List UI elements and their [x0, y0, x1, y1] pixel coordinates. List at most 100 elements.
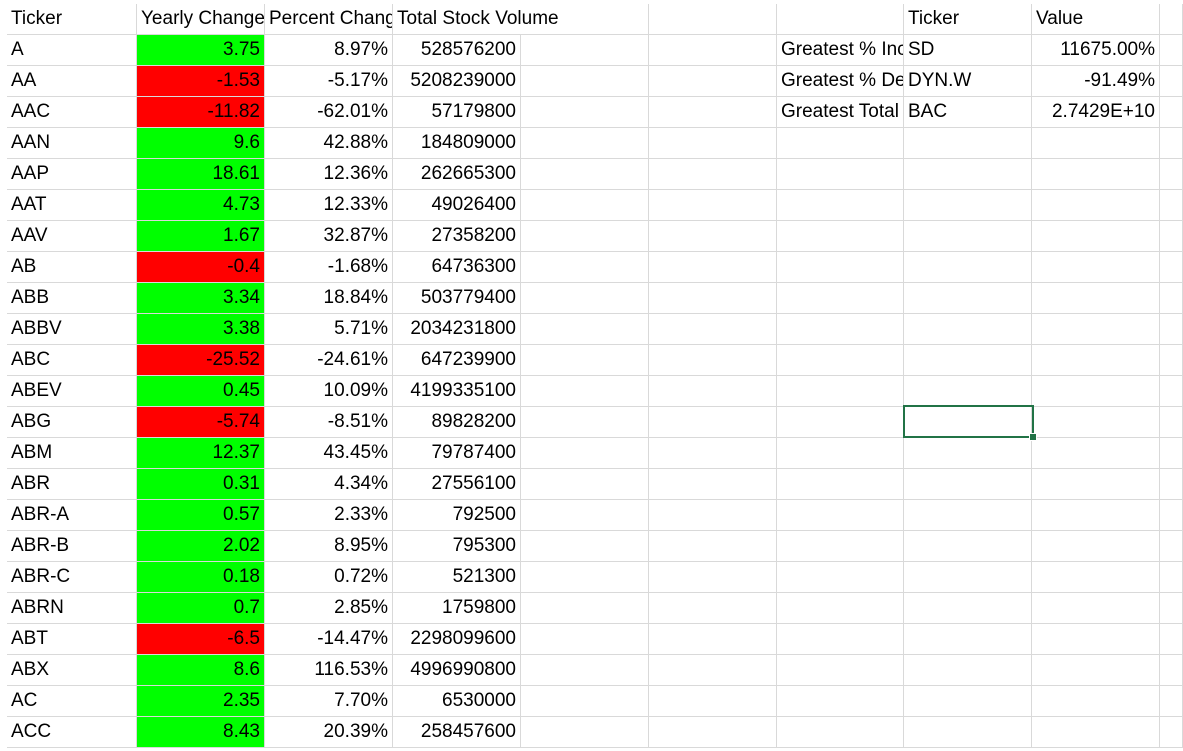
empty-cell[interactable] — [1160, 407, 1183, 438]
empty-cell[interactable] — [777, 252, 904, 283]
cell-percent-change[interactable]: -62.01% — [265, 97, 393, 128]
empty-cell[interactable] — [1032, 252, 1160, 283]
cell-yearly-change[interactable]: 3.75 — [137, 35, 265, 66]
empty-cell[interactable] — [904, 376, 1032, 407]
empty-cell[interactable] — [904, 190, 1032, 221]
empty-cell[interactable] — [649, 686, 777, 717]
cell-total-volume[interactable]: 5208239000 — [393, 66, 521, 97]
empty-cell[interactable] — [649, 531, 777, 562]
empty-cell[interactable] — [1032, 562, 1160, 593]
empty-cell[interactable] — [777, 190, 904, 221]
summary-ticker[interactable]: SD — [904, 35, 1032, 66]
cell-percent-change[interactable]: -1.68% — [265, 252, 393, 283]
cell-yearly-change[interactable]: 8.6 — [137, 655, 265, 686]
empty-cell[interactable] — [1032, 500, 1160, 531]
fill-handle[interactable] — [1029, 433, 1037, 441]
summary-value[interactable]: -91.49% — [1032, 66, 1160, 97]
empty-cell[interactable] — [1160, 531, 1183, 562]
empty-cell[interactable] — [1160, 252, 1183, 283]
empty-cell[interactable] — [1032, 593, 1160, 624]
empty-cell[interactable] — [1160, 128, 1183, 159]
cell-percent-change[interactable]: 18.84% — [265, 283, 393, 314]
empty-cell[interactable] — [777, 593, 904, 624]
empty-cell[interactable] — [521, 314, 649, 345]
cell-ticker[interactable]: ABM — [7, 438, 137, 469]
empty-cell[interactable] — [521, 159, 649, 190]
empty-cell[interactable] — [521, 655, 649, 686]
empty-cell[interactable] — [649, 624, 777, 655]
empty-cell[interactable] — [1160, 438, 1183, 469]
cell-ticker[interactable]: ABR-C — [7, 562, 137, 593]
cell-yearly-change[interactable]: 3.38 — [137, 314, 265, 345]
empty-cell[interactable] — [1032, 717, 1160, 748]
empty-cell[interactable] — [649, 562, 777, 593]
cell-ticker[interactable]: ACC — [7, 717, 137, 748]
empty-cell[interactable] — [521, 469, 649, 500]
empty-cell[interactable] — [1032, 624, 1160, 655]
cell-yearly-change[interactable]: -1.53 — [137, 66, 265, 97]
empty-cell[interactable] — [904, 283, 1032, 314]
empty-cell[interactable] — [521, 252, 649, 283]
empty-cell[interactable] — [1032, 159, 1160, 190]
empty-cell[interactable] — [521, 593, 649, 624]
empty-cell[interactable] — [904, 593, 1032, 624]
cell-percent-change[interactable]: 42.88% — [265, 128, 393, 159]
empty-cell[interactable] — [777, 624, 904, 655]
empty-cell[interactable] — [1160, 562, 1183, 593]
empty-cell[interactable] — [904, 562, 1032, 593]
empty-cell[interactable] — [649, 252, 777, 283]
empty-cell[interactable] — [1160, 190, 1183, 221]
empty-cell[interactable] — [904, 686, 1032, 717]
empty-cell[interactable] — [521, 190, 649, 221]
cell-percent-change[interactable]: 2.33% — [265, 500, 393, 531]
cell-total-volume[interactable]: 792500 — [393, 500, 521, 531]
empty-cell[interactable] — [777, 283, 904, 314]
empty-cell[interactable] — [777, 469, 904, 500]
cell-total-volume[interactable]: 27556100 — [393, 469, 521, 500]
empty-cell[interactable] — [1160, 469, 1183, 500]
cell-yearly-change[interactable]: 4.73 — [137, 190, 265, 221]
empty-cell[interactable] — [904, 252, 1032, 283]
empty-cell[interactable] — [1160, 35, 1183, 66]
empty-cell[interactable] — [649, 128, 777, 159]
cell-ticker[interactable]: ABX — [7, 655, 137, 686]
empty-cell[interactable] — [649, 345, 777, 376]
cell-percent-change[interactable]: 4.34% — [265, 469, 393, 500]
cell-total-volume[interactable]: 79787400 — [393, 438, 521, 469]
cell-yearly-change[interactable]: 9.6 — [137, 128, 265, 159]
empty-cell[interactable] — [904, 159, 1032, 190]
cell-percent-change[interactable]: 32.87% — [265, 221, 393, 252]
empty-cell[interactable] — [777, 407, 904, 438]
empty-cell[interactable] — [1032, 128, 1160, 159]
header-yearly-change[interactable]: Yearly Change — [137, 4, 265, 35]
cell-ticker[interactable]: ABEV — [7, 376, 137, 407]
empty-cell[interactable] — [649, 97, 777, 128]
empty-cell[interactable] — [1160, 655, 1183, 686]
cell-ticker[interactable]: ABBV — [7, 314, 137, 345]
empty-cell[interactable] — [649, 469, 777, 500]
cell-ticker[interactable]: AA — [7, 66, 137, 97]
empty-cell[interactable] — [777, 4, 904, 35]
cell-yearly-change[interactable]: 2.02 — [137, 531, 265, 562]
summary-value[interactable]: 2.7429E+10 — [1032, 97, 1160, 128]
empty-cell[interactable] — [1032, 190, 1160, 221]
cell-yearly-change[interactable]: -0.4 — [137, 252, 265, 283]
cell-yearly-change[interactable]: 0.7 — [137, 593, 265, 624]
cell-total-volume[interactable]: 795300 — [393, 531, 521, 562]
cell-total-volume[interactable]: 528576200 — [393, 35, 521, 66]
empty-cell[interactable] — [521, 624, 649, 655]
empty-cell[interactable] — [904, 128, 1032, 159]
empty-cell[interactable] — [649, 221, 777, 252]
cell-percent-change[interactable]: -8.51% — [265, 407, 393, 438]
cell-yearly-change[interactable]: 18.61 — [137, 159, 265, 190]
empty-cell[interactable] — [777, 500, 904, 531]
summary-ticker[interactable]: DYN.W — [904, 66, 1032, 97]
cell-total-volume[interactable]: 57179800 — [393, 97, 521, 128]
empty-cell[interactable] — [1032, 438, 1160, 469]
empty-cell[interactable] — [649, 438, 777, 469]
empty-cell[interactable] — [1160, 221, 1183, 252]
cell-ticker[interactable]: AAV — [7, 221, 137, 252]
empty-cell[interactable] — [649, 376, 777, 407]
cell-percent-change[interactable]: 7.70% — [265, 686, 393, 717]
